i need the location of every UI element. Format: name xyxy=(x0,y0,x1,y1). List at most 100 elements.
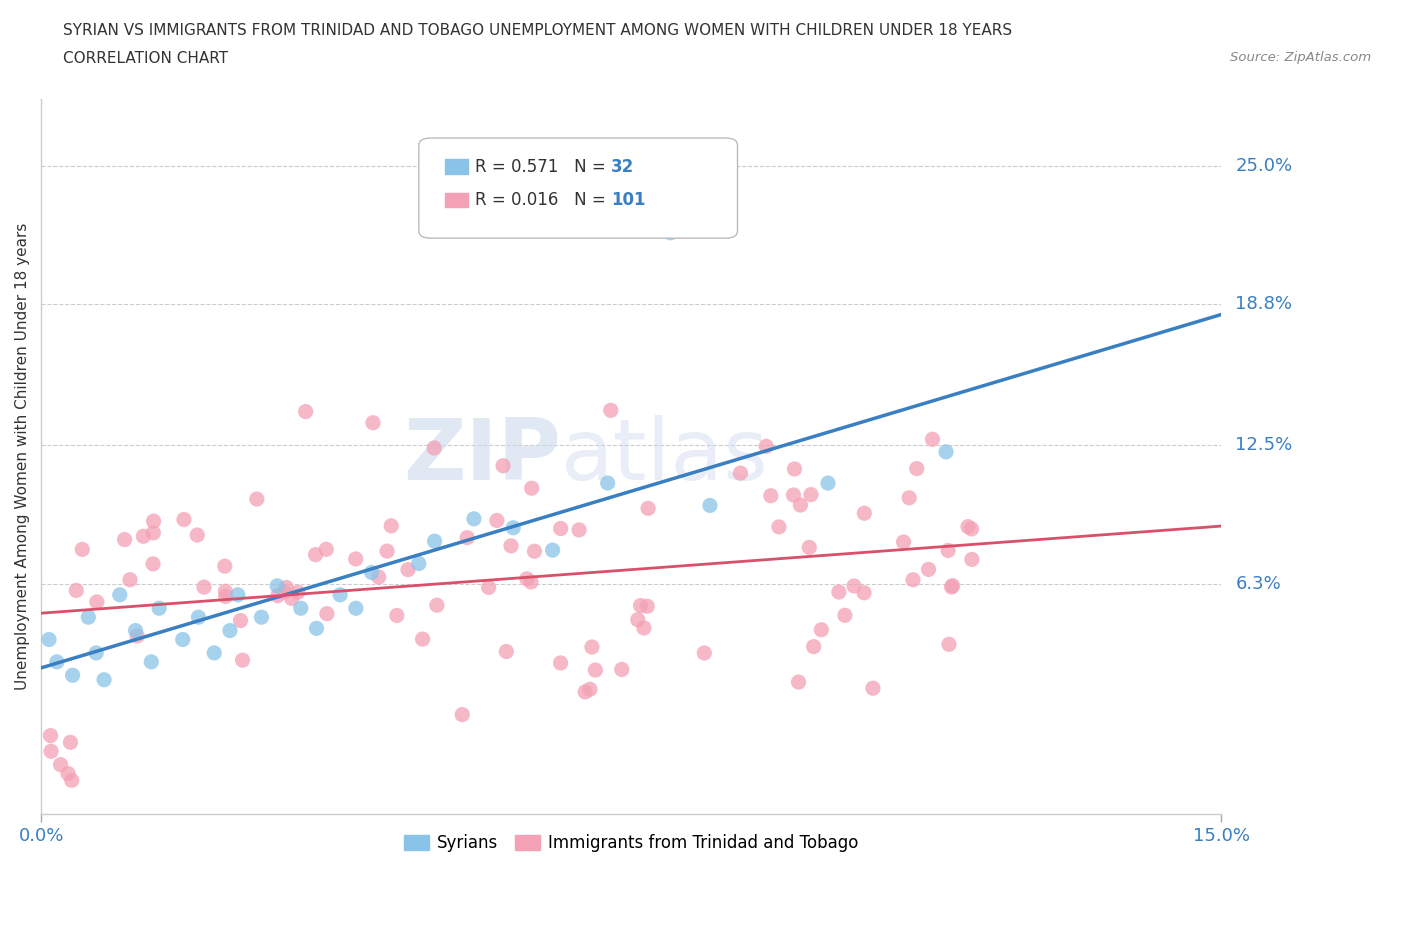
Text: 25.0%: 25.0% xyxy=(1236,157,1292,175)
Bar xyxy=(444,193,468,207)
Point xyxy=(124,623,146,638)
Point xyxy=(273,584,295,599)
Text: Source: ZipAtlas.com: Source: ZipAtlas.com xyxy=(1230,51,1371,64)
Point xyxy=(266,578,288,593)
Point xyxy=(789,498,811,512)
Point xyxy=(408,556,430,571)
Point xyxy=(520,481,543,496)
Point xyxy=(380,518,402,533)
Point xyxy=(755,439,778,454)
Point xyxy=(93,672,115,687)
Point xyxy=(246,492,269,507)
Point xyxy=(893,535,915,550)
Point xyxy=(290,601,312,616)
Point xyxy=(905,461,928,476)
Point xyxy=(142,513,165,528)
Point xyxy=(315,542,337,557)
Point xyxy=(550,521,572,536)
Text: CORRELATION CHART: CORRELATION CHART xyxy=(63,51,228,66)
Point xyxy=(956,519,979,534)
Point xyxy=(451,707,474,722)
Point xyxy=(627,612,650,627)
Point xyxy=(423,534,446,549)
Point xyxy=(361,416,384,431)
Point xyxy=(186,527,208,542)
Point xyxy=(936,543,959,558)
Point xyxy=(499,538,522,553)
Point xyxy=(768,520,790,535)
Point xyxy=(783,461,806,476)
Point xyxy=(637,501,659,516)
Point xyxy=(599,403,621,418)
Point xyxy=(202,645,225,660)
Text: 101: 101 xyxy=(612,192,645,209)
FancyBboxPatch shape xyxy=(419,138,738,238)
Point xyxy=(630,598,652,613)
Point xyxy=(49,757,72,772)
Point xyxy=(229,613,252,628)
Point xyxy=(305,621,328,636)
Point xyxy=(550,656,572,671)
Point xyxy=(787,674,810,689)
Point xyxy=(173,512,195,527)
Point xyxy=(423,441,446,456)
Point xyxy=(59,735,82,750)
Point xyxy=(62,668,84,683)
Text: SYRIAN VS IMMIGRANTS FROM TRINIDAD AND TOBAGO UNEMPLOYMENT AMONG WOMEN WITH CHIL: SYRIAN VS IMMIGRANTS FROM TRINIDAD AND T… xyxy=(63,23,1012,38)
Point xyxy=(344,601,367,616)
Point xyxy=(456,530,478,545)
Point xyxy=(280,591,302,605)
Point xyxy=(412,631,434,646)
Point xyxy=(862,681,884,696)
Point xyxy=(172,632,194,647)
Point xyxy=(917,562,939,577)
Point xyxy=(693,645,716,660)
Point xyxy=(214,589,236,604)
Point xyxy=(495,644,517,659)
Point xyxy=(287,585,309,600)
Point xyxy=(276,580,298,595)
Point xyxy=(574,684,596,699)
Point xyxy=(485,513,508,528)
Point xyxy=(70,542,93,557)
Point xyxy=(800,487,823,502)
Point xyxy=(799,540,821,555)
Text: 18.8%: 18.8% xyxy=(1236,296,1292,313)
Point xyxy=(938,637,960,652)
Point xyxy=(375,544,398,559)
Point xyxy=(516,571,538,586)
Point xyxy=(463,512,485,526)
Point xyxy=(960,522,983,537)
Text: 32: 32 xyxy=(612,158,634,176)
Point xyxy=(39,744,62,759)
Point xyxy=(396,563,419,578)
Point xyxy=(941,579,963,594)
Point xyxy=(142,525,165,540)
Point xyxy=(56,766,79,781)
Point xyxy=(921,432,943,446)
Point xyxy=(960,552,983,567)
Point xyxy=(344,551,367,566)
Point xyxy=(84,645,107,660)
Point xyxy=(118,572,141,587)
Point xyxy=(834,608,856,623)
Point xyxy=(127,629,149,644)
Point xyxy=(659,225,682,240)
Point xyxy=(817,475,839,490)
Point xyxy=(45,655,67,670)
Point xyxy=(367,569,389,584)
Point xyxy=(699,498,721,512)
Point xyxy=(304,547,326,562)
Point xyxy=(935,445,957,459)
Bar xyxy=(444,159,468,174)
Point xyxy=(148,601,170,616)
Point xyxy=(492,458,515,473)
Text: 12.5%: 12.5% xyxy=(1236,436,1292,454)
Point xyxy=(132,529,155,544)
Point xyxy=(782,487,804,502)
Text: R = 0.016   N =: R = 0.016 N = xyxy=(475,192,612,209)
Point xyxy=(187,610,209,625)
Point xyxy=(610,662,633,677)
Point xyxy=(828,585,851,600)
Point xyxy=(901,572,924,587)
